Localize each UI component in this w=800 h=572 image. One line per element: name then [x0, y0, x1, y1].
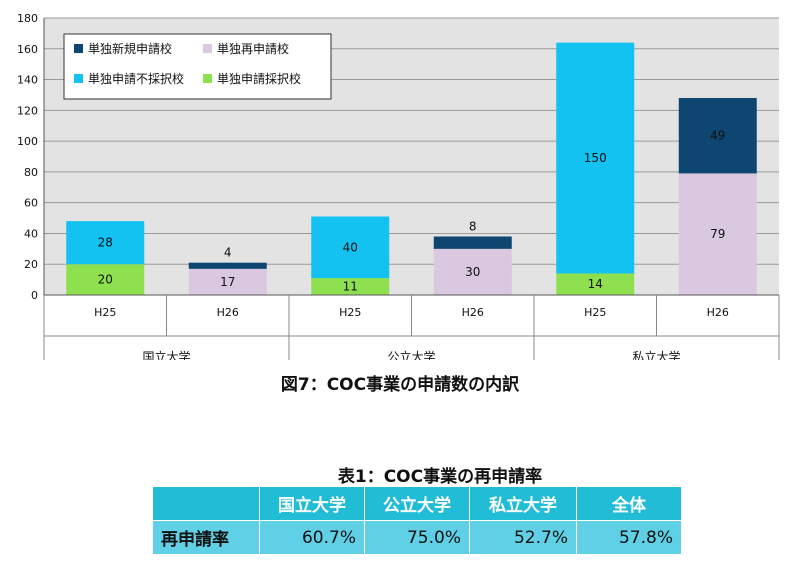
bar-segment [433, 248, 512, 295]
figure-caption: 図7：COC事業の申請数の内訳 [280, 375, 520, 395]
bars: 20 28 17 4 11 40 30 8 14 150 79 49 [66, 42, 757, 295]
bar-segment [66, 264, 145, 295]
data-label: 79 [710, 227, 725, 241]
legend-box [63, 33, 332, 100]
legend-swatch [74, 44, 83, 53]
bar-segment [188, 268, 267, 295]
legend-swatch [203, 44, 212, 53]
x-group-label: 国立大学 [142, 349, 190, 360]
bar-segment [678, 173, 757, 295]
data-label: 49 [710, 129, 725, 143]
y-tick-label: 20 [24, 258, 38, 271]
data-label: 4 [224, 246, 232, 260]
bar-segment [433, 236, 512, 249]
y-tick-label: 80 [24, 166, 38, 179]
data-label: 17 [220, 275, 235, 289]
x-tick-label: H26 [707, 306, 729, 319]
table-cell: 75.0% [364, 520, 470, 555]
legend-label: 単独申請採択校 [217, 71, 301, 86]
table-header-private: 私立大学 [469, 486, 577, 521]
legend-label: 単独再申請校 [217, 41, 289, 56]
bar-segment [66, 221, 145, 265]
y-tick-label: 0 [31, 289, 38, 302]
data-label: 11 [343, 280, 358, 294]
table-header-national: 国立大学 [259, 486, 365, 521]
data-label: 14 [588, 277, 603, 291]
y-tick-label: 120 [17, 104, 38, 117]
x-axis: H25 H26 H25 H26 H25 H26 国立大学 公立大学 私立大学 [43, 294, 780, 360]
y-tick-label: 40 [24, 227, 38, 240]
bar-segment [678, 98, 757, 174]
table-header-total: 全体 [576, 486, 682, 521]
legend-swatch [203, 74, 212, 83]
legend-swatch [74, 74, 83, 83]
y-tick-label: 100 [17, 135, 38, 148]
table-header-row: 国立大学 公立大学 私立大学 全体 [152, 486, 682, 521]
x-tick-label: H25 [584, 306, 606, 319]
x-group-label: 公立大学 [387, 349, 435, 360]
table-row-label: 再申請率 [152, 520, 260, 555]
data-label: 28 [98, 236, 113, 250]
data-label: 20 [98, 273, 113, 287]
data-label: 8 [469, 220, 477, 234]
bar-segment [188, 262, 267, 269]
bar-segment [311, 216, 390, 279]
stacked-bar-chart: 0 20 40 60 80 100 120 140 160 180 20 28 17 4 11 40 30 8 1… [17, 12, 780, 360]
legend-label: 単独新規申請校 [88, 41, 172, 56]
table-header-blank [152, 486, 260, 521]
table-caption: 表1：COC事業の再申請率 [337, 467, 543, 487]
table-cell: 52.7% [469, 520, 577, 555]
y-tick-label: 160 [17, 43, 38, 56]
y-axis: 0 20 40 60 80 100 120 140 160 180 [17, 12, 45, 302]
bar-segment [311, 278, 390, 295]
data-label: 40 [343, 240, 358, 254]
x-group-label: 私立大学 [632, 349, 680, 360]
reapplication-rate-table: 国立大学 公立大学 私立大学 全体 再申請率 60.7% 75.0% 52.7%… [152, 486, 682, 555]
y-tick-label: 60 [24, 197, 38, 210]
data-label: 150 [584, 151, 607, 165]
legend-label: 単独申請不採択校 [88, 71, 184, 86]
table-cell: 60.7% [259, 520, 365, 555]
data-label: 30 [465, 265, 480, 279]
x-tick-label: H25 [94, 306, 116, 319]
bar-segment [556, 42, 635, 274]
y-tick-label: 140 [17, 74, 38, 87]
bar-segment [556, 273, 635, 295]
table-header-public: 公立大学 [364, 486, 470, 521]
x-tick-label: H25 [339, 306, 361, 319]
x-tick-label: H26 [217, 306, 239, 319]
y-tick-label: 180 [17, 12, 38, 25]
x-tick-label: H26 [462, 306, 484, 319]
table-cell: 57.8% [576, 520, 682, 555]
table-row: 再申請率 60.7% 75.0% 52.7% 57.8% [152, 520, 682, 555]
